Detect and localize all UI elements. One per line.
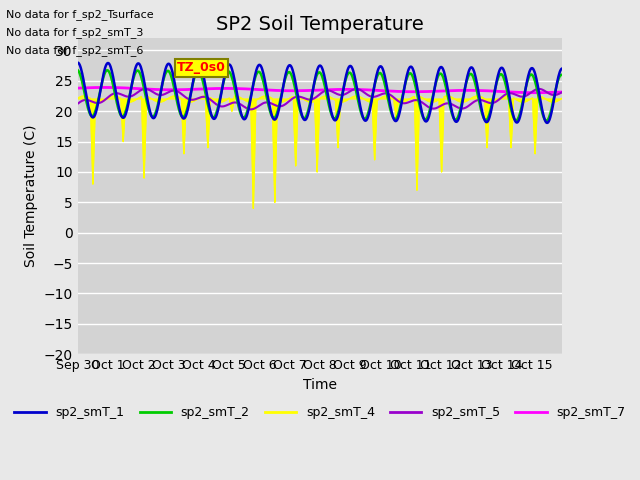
- Text: No data for f_sp2_smT_3: No data for f_sp2_smT_3: [6, 27, 144, 38]
- Legend: sp2_smT_1, sp2_smT_2, sp2_smT_4, sp2_smT_5, sp2_smT_7: sp2_smT_1, sp2_smT_2, sp2_smT_4, sp2_smT…: [9, 401, 631, 424]
- X-axis label: Time: Time: [303, 377, 337, 392]
- Text: No data for f_sp2_Tsurface: No data for f_sp2_Tsurface: [6, 9, 154, 20]
- Text: TZ_0s0: TZ_0s0: [177, 61, 226, 74]
- Y-axis label: Soil Temperature (C): Soil Temperature (C): [24, 125, 38, 267]
- Title: SP2 Soil Temperature: SP2 Soil Temperature: [216, 15, 424, 34]
- Text: No data for f_sp2_smT_6: No data for f_sp2_smT_6: [6, 45, 144, 56]
